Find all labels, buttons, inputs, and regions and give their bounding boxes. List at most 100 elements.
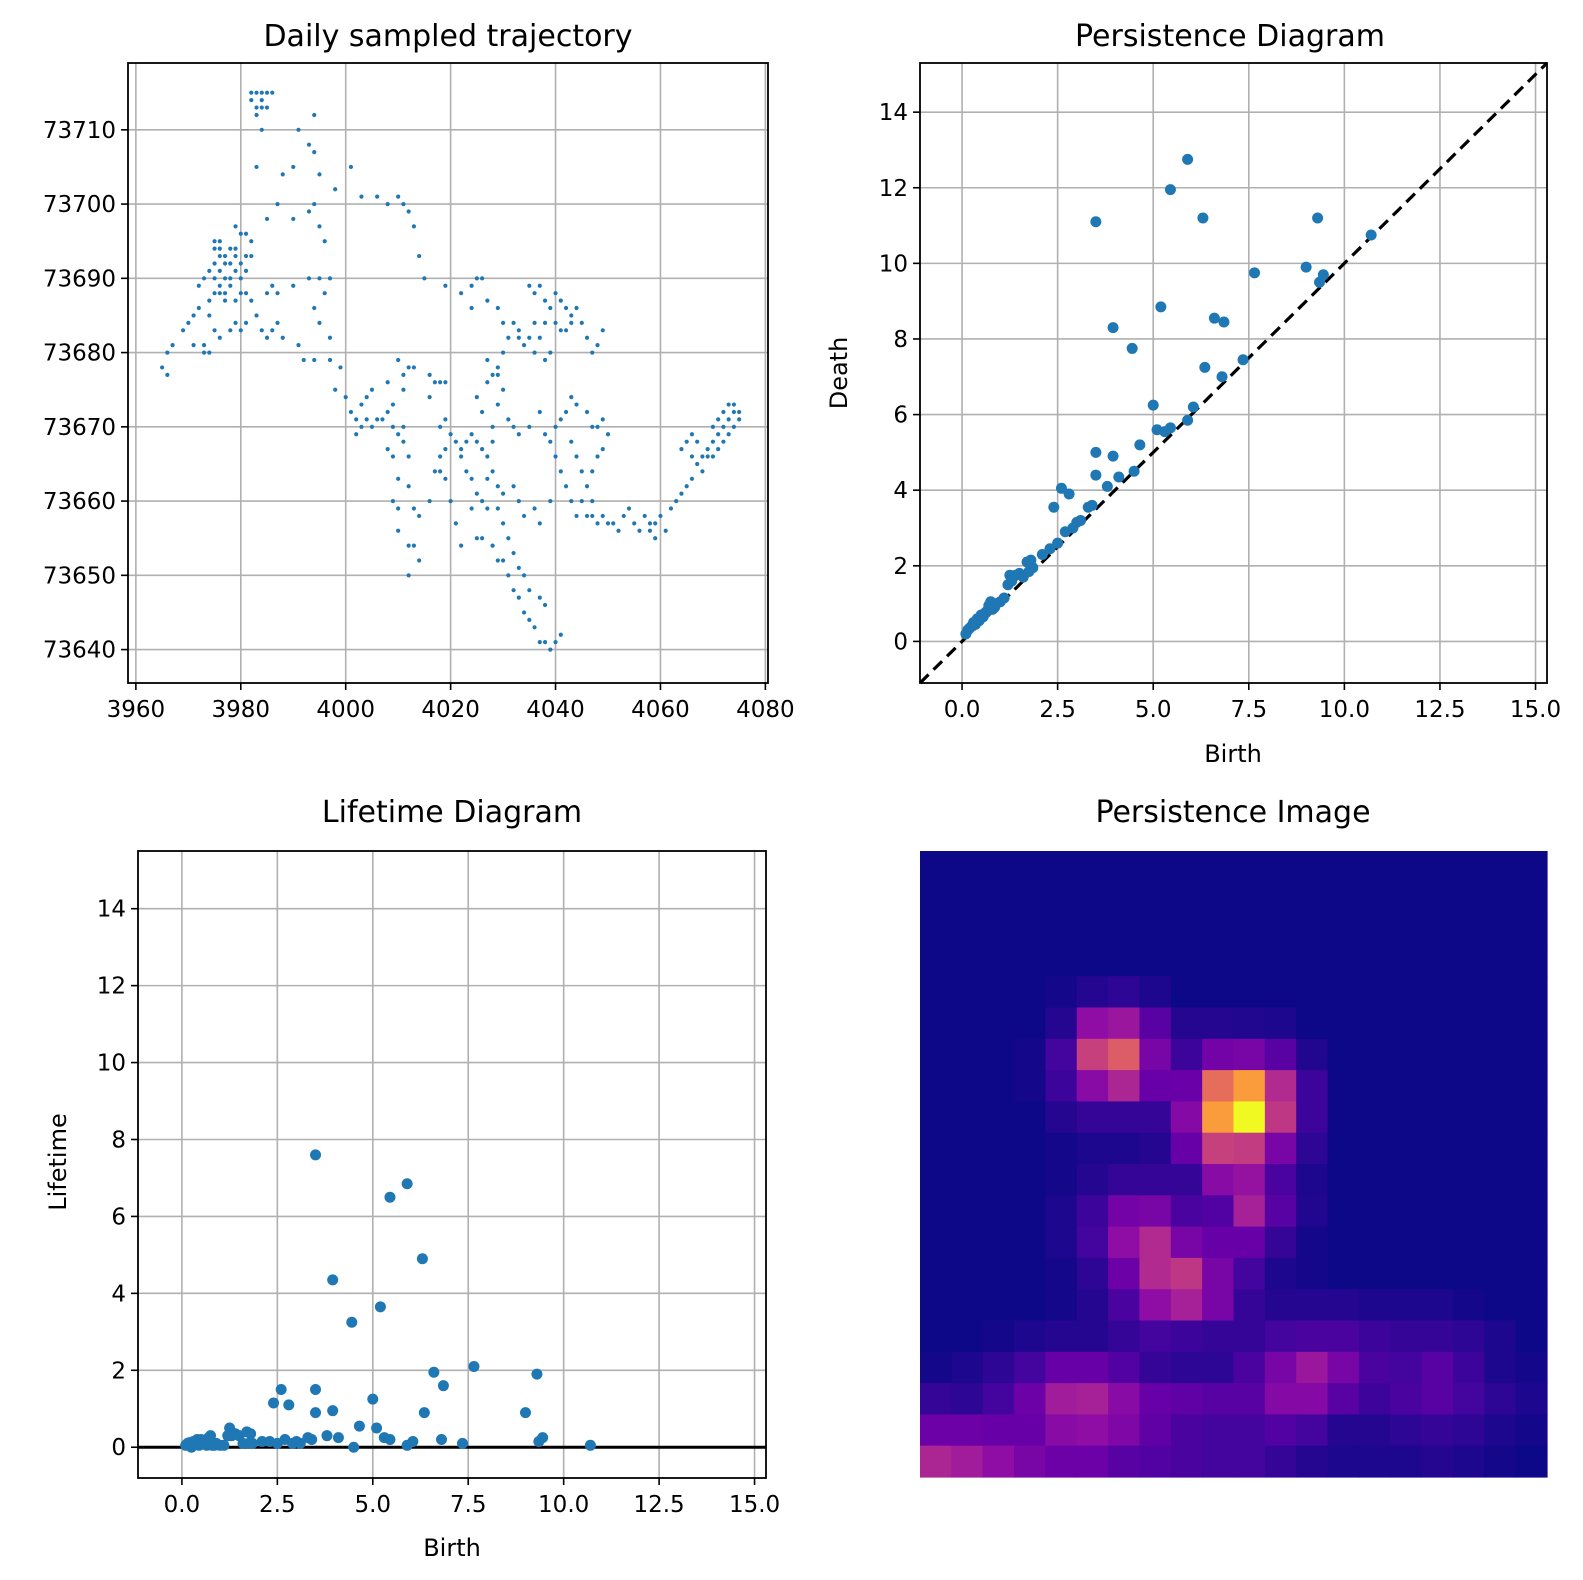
lifetime-point bbox=[468, 1360, 480, 1372]
trajectory-point bbox=[438, 469, 443, 474]
persistence-image-cell bbox=[951, 851, 984, 883]
persistence-point bbox=[1063, 488, 1075, 500]
persistence-point bbox=[1128, 465, 1140, 477]
persistence-image-cell bbox=[1108, 944, 1141, 977]
persistence-panel: Persistence Diagram 0.0 2.5 5.0 7.5 10.0 12.5… bbox=[825, 19, 1561, 768]
persistence-image-cell bbox=[1390, 1164, 1423, 1196]
trajectory-point bbox=[222, 291, 228, 296]
persistence-point bbox=[1199, 361, 1211, 373]
trajectory-point bbox=[516, 328, 521, 333]
persistence-image-cell bbox=[1484, 1164, 1517, 1196]
trajectory-point bbox=[390, 402, 396, 407]
persistence-image-cell bbox=[1264, 1101, 1297, 1134]
persistence-image-cell bbox=[1358, 1289, 1391, 1322]
trajectory-point bbox=[207, 350, 212, 355]
persistence-image-cell bbox=[1202, 1101, 1235, 1134]
trajectory-point bbox=[548, 439, 553, 444]
persistence-image-cell bbox=[951, 1226, 984, 1259]
persistence-image-cell bbox=[1327, 882, 1360, 915]
trajectory-point bbox=[432, 380, 437, 385]
persistence-point bbox=[1187, 401, 1199, 413]
trajectory-point bbox=[238, 328, 243, 333]
persistence-image-cell bbox=[1515, 1289, 1548, 1322]
persistence-image-cell bbox=[1014, 1320, 1046, 1353]
lifetime-ytick-label: 0 bbox=[111, 1435, 126, 1461]
persistence-image-cell bbox=[1296, 976, 1329, 1009]
persistence-image-cell bbox=[1045, 1383, 1078, 1415]
persistence-point bbox=[1107, 322, 1119, 334]
persistence-image-cell bbox=[1358, 1070, 1391, 1102]
persistence-image-cell bbox=[1264, 1414, 1297, 1447]
persistence-image-cell bbox=[1076, 851, 1109, 883]
trajectory-point bbox=[600, 328, 605, 333]
lifetime-point bbox=[268, 1397, 280, 1409]
persistence-image-cell bbox=[1014, 944, 1046, 977]
persistence-image-cell bbox=[1014, 1007, 1046, 1040]
persistence-point bbox=[1312, 212, 1324, 224]
persistence-point bbox=[1113, 471, 1125, 483]
trajectory-point bbox=[710, 454, 716, 459]
trajectory-point bbox=[364, 417, 369, 422]
trajectory-point bbox=[212, 239, 217, 244]
trajectory-point bbox=[411, 543, 417, 548]
persistence-image-cell bbox=[1170, 1320, 1203, 1353]
persistence-point bbox=[1164, 184, 1176, 196]
trajectory-point bbox=[563, 484, 569, 489]
persistence-image-cell bbox=[1296, 913, 1329, 946]
persistence-image-cell bbox=[1390, 913, 1423, 946]
persistence-image-cell bbox=[951, 1132, 984, 1165]
trajectory-point bbox=[684, 439, 689, 444]
trajectory-point bbox=[511, 588, 516, 593]
trajectory-point bbox=[511, 484, 516, 489]
trajectory-point bbox=[217, 246, 222, 251]
trajectory-point bbox=[532, 350, 537, 355]
persistence-ytick-label: 14 bbox=[879, 100, 908, 126]
trajectory-point bbox=[511, 550, 516, 556]
trajectory-point bbox=[474, 276, 479, 281]
lifetime-xtick-label: 0.0 bbox=[164, 1492, 201, 1518]
trajectory-point bbox=[500, 387, 506, 392]
persistence-image-cell bbox=[1076, 882, 1109, 915]
trajectory-point bbox=[532, 506, 537, 511]
trajectory-point bbox=[401, 424, 406, 429]
persistence-image-cell bbox=[920, 1445, 952, 1478]
lifetime-point bbox=[428, 1366, 440, 1378]
persistence-point bbox=[1317, 269, 1329, 281]
trajectory-point bbox=[716, 432, 721, 437]
persistence-image-cell bbox=[1108, 913, 1141, 946]
persistence-image-cell bbox=[1515, 1132, 1548, 1165]
persistence-image-cell bbox=[1014, 1070, 1046, 1102]
persistence-image-cell bbox=[1264, 1351, 1297, 1384]
persistence-image-cell bbox=[1139, 1038, 1172, 1071]
persistence-image-cell bbox=[1421, 1164, 1454, 1196]
persistence-image-cell bbox=[1327, 1383, 1360, 1415]
persistence-image-cell bbox=[1233, 882, 1266, 915]
trajectory-point bbox=[228, 328, 233, 333]
lifetime-point bbox=[218, 1439, 230, 1451]
trajectory-point bbox=[563, 328, 569, 333]
trajectory-point bbox=[427, 498, 432, 504]
persistence-image-cell bbox=[1515, 1195, 1548, 1228]
persistence-image-cell bbox=[982, 1445, 1015, 1478]
persistence-image-cell bbox=[1108, 976, 1141, 1009]
persistence-image-cell bbox=[1202, 1320, 1235, 1353]
lifetime-point bbox=[584, 1439, 596, 1451]
persistence-image-cell bbox=[1390, 976, 1423, 1009]
persistence-image-cell bbox=[1139, 976, 1172, 1009]
persistence-image-cell bbox=[951, 1195, 984, 1228]
persistence-image-cell bbox=[1233, 1007, 1266, 1040]
trajectory-point bbox=[595, 454, 600, 459]
trajectory-point bbox=[537, 640, 542, 645]
trajectory-point bbox=[700, 469, 705, 474]
persistence-image-cell bbox=[920, 1414, 952, 1447]
persistence-image-cell bbox=[982, 1383, 1015, 1415]
trajectory-point bbox=[401, 387, 406, 392]
lifetime-point bbox=[332, 1432, 344, 1444]
trajectory-point bbox=[506, 573, 511, 578]
trajectory-point bbox=[327, 276, 333, 281]
trajectory-point bbox=[354, 432, 359, 437]
trajectory-point bbox=[243, 291, 249, 296]
trajectory-point bbox=[317, 320, 322, 325]
trajectory-point bbox=[259, 127, 264, 132]
persistence-image-cell bbox=[1139, 1070, 1172, 1102]
